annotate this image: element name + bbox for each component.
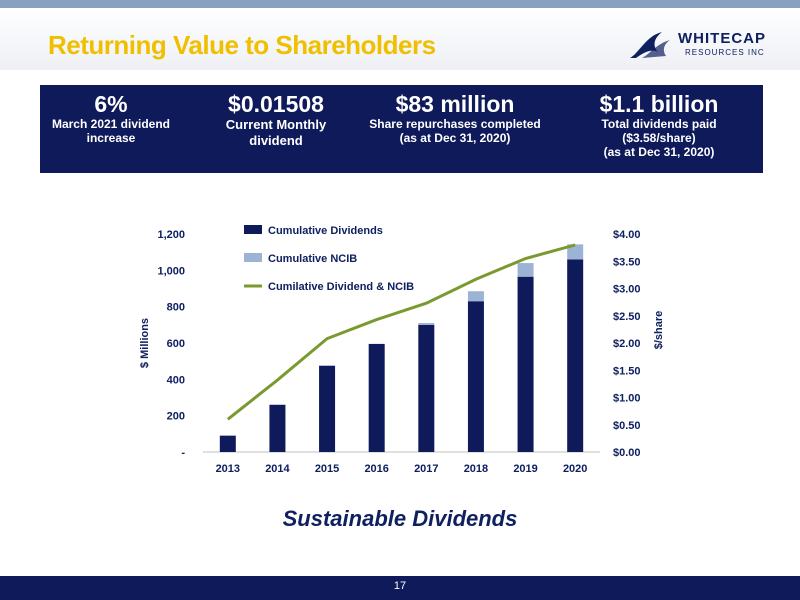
y2-tick-label: $0.50 bbox=[613, 420, 641, 432]
kpi-value: 6% bbox=[94, 91, 128, 117]
y-tick-label: 200 bbox=[167, 411, 185, 423]
bar-cumulative-ncib bbox=[567, 244, 584, 260]
x-tick-label: 2013 bbox=[216, 463, 240, 475]
slide-footer: 17 bbox=[0, 576, 800, 600]
logo-wordmark: WHITECAP bbox=[678, 30, 766, 47]
bar-cumulative-dividends bbox=[467, 301, 484, 452]
kpi-label: Total dividends paid ($3.58/share) (as a… bbox=[601, 117, 717, 159]
x-tick-label: 2020 bbox=[563, 463, 587, 475]
kpi-monthly-dividend: $0.01508 Current Monthly dividend bbox=[212, 91, 340, 149]
kpi-total-dividends: $1.1 billion Total dividends paid ($3.58… bbox=[584, 91, 734, 159]
y2-axis-label: $/share bbox=[653, 311, 665, 350]
legend-label-ncib: Cumulative NCIB bbox=[268, 253, 357, 265]
slide-header: Returning Value to Shareholders WHITECAP… bbox=[0, 8, 800, 70]
wave-logo-icon bbox=[630, 32, 670, 58]
kpi-label: March 2021 dividend increase bbox=[51, 117, 171, 145]
y-axis-label: $ Millions bbox=[139, 318, 151, 368]
bar-cumulative-dividends bbox=[418, 324, 435, 452]
y2-tick-label: $2.50 bbox=[613, 311, 641, 323]
bar-cumulative-ncib bbox=[517, 263, 534, 277]
bar-cumulative-dividends bbox=[319, 365, 336, 452]
bar-cumulative-dividends bbox=[368, 343, 385, 452]
kpi-label: Share repurchases completed (as at Dec 3… bbox=[369, 117, 541, 145]
bar-cumulative-ncib bbox=[418, 323, 435, 325]
chart-caption: Sustainable Dividends bbox=[282, 506, 518, 531]
x-tick-label: 2016 bbox=[364, 463, 388, 475]
y2-tick-label: $4.00 bbox=[613, 229, 641, 241]
logo-subtitle: RESOURCES INC bbox=[685, 48, 765, 57]
x-tick-label: 2018 bbox=[464, 463, 488, 475]
bar-cumulative-dividends bbox=[269, 404, 286, 452]
top-accent-bar bbox=[0, 0, 800, 8]
x-tick-label: 2014 bbox=[265, 463, 290, 475]
bar-cumulative-dividends bbox=[517, 276, 534, 452]
legend-label-line: Cumilative Dividend & NCIB bbox=[268, 281, 414, 293]
kpi-share-repurchases: $83 million Share repurchases completed … bbox=[360, 91, 550, 145]
legend-label-dividends: Cumulative Dividends bbox=[268, 225, 383, 237]
kpi-dividend-increase: 6% March 2021 dividend increase bbox=[48, 91, 174, 145]
page-number: 17 bbox=[393, 580, 407, 592]
x-tick-label: 2017 bbox=[414, 463, 438, 475]
y2-tick-label: $0.00 bbox=[613, 447, 641, 459]
y-tick-label: 800 bbox=[167, 302, 185, 314]
kpi-value: $1.1 billion bbox=[599, 91, 719, 117]
bar-cumulative-dividends bbox=[567, 259, 584, 452]
y2-tick-label: $1.00 bbox=[613, 393, 641, 405]
bar-cumulative-dividends bbox=[219, 435, 236, 452]
bar-cumulative-ncib bbox=[467, 291, 484, 302]
y-tick-label: 1,200 bbox=[157, 229, 185, 241]
kpi-value: $0.01508 bbox=[228, 91, 324, 117]
y-tick-label: 400 bbox=[167, 374, 185, 386]
company-logo: WHITECAP RESOURCES INC bbox=[628, 26, 768, 62]
y2-tick-label: $1.50 bbox=[613, 365, 641, 377]
dividends-chart: - 200 400 600 800 1,000 1,200 $0.00 $0.50 $1.00 $1… bbox=[139, 225, 665, 475]
y2-tick-label: $3.50 bbox=[613, 256, 641, 268]
legend-swatch-ncib bbox=[244, 253, 262, 262]
line-cumulative-dividend-ncib bbox=[226, 243, 576, 421]
kpi-band: 6% March 2021 dividend increase $0.01508… bbox=[40, 85, 763, 173]
legend-swatch-dividends bbox=[244, 225, 262, 234]
kpi-value: $83 million bbox=[395, 91, 515, 117]
y-tick-label: 1,000 bbox=[157, 265, 185, 277]
x-tick-label: 2015 bbox=[315, 463, 339, 475]
kpi-label: Current Monthly dividend bbox=[225, 117, 327, 148]
y-tick-label: 600 bbox=[167, 338, 185, 350]
y2-tick-label: $3.00 bbox=[613, 284, 641, 296]
slide-title: Returning Value to Shareholders bbox=[48, 30, 436, 60]
y-tick-label: - bbox=[181, 447, 185, 459]
y2-tick-label: $2.00 bbox=[613, 338, 641, 350]
x-tick-label: 2019 bbox=[513, 463, 537, 475]
